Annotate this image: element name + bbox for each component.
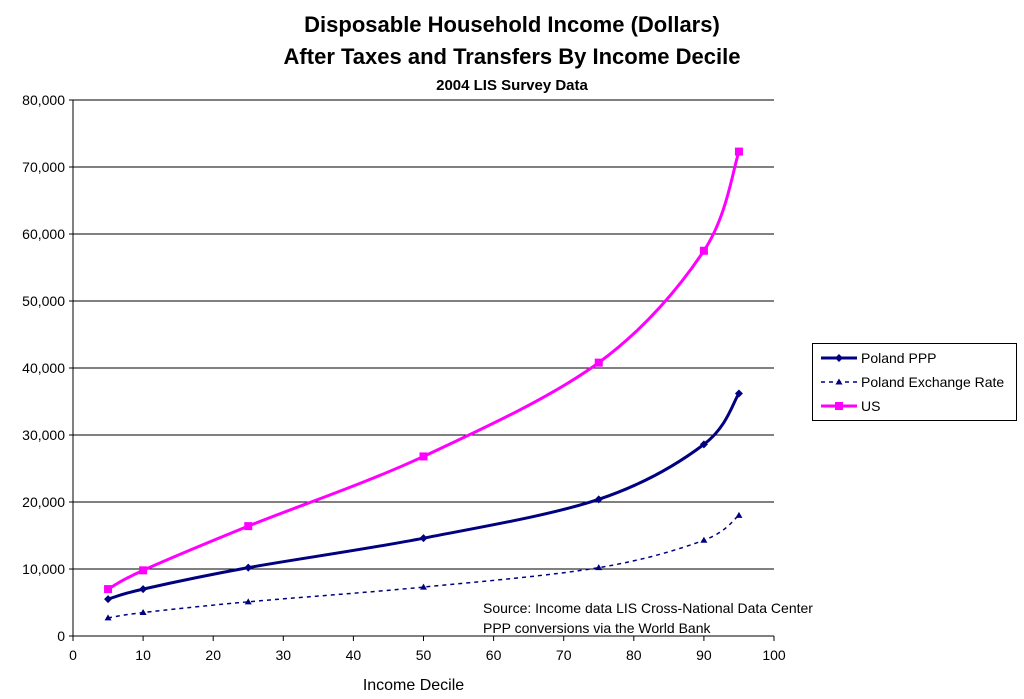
legend-marker [835,402,843,410]
data-point-poland-ppp [419,534,428,543]
x-tick-label: 20 [205,647,221,663]
legend-marker [835,378,843,385]
source-line-2: PPP conversions via the World Bank [483,620,711,636]
series-line-poland-exchange-rate [107,514,740,619]
legend-swatch [821,354,857,362]
y-tick-label: 0 [57,628,65,644]
legend: Poland PPP Poland Exchange Rate US [812,343,1017,421]
x-tick-label: 100 [762,647,786,663]
data-point-poland-exchange-rate [700,536,708,543]
legend-swatch [821,378,857,385]
y-tick-label: 60,000 [22,226,65,242]
x-axis-label: Income Decile [363,677,464,694]
data-point-poland-exchange-rate [420,583,427,590]
x-tick-label: 40 [346,647,362,663]
series-line-us [107,151,741,591]
data-point-poland-exchange-rate [735,511,743,518]
chart-title-line2: After Taxes and Transfers By Income Deci… [283,44,741,69]
data-point-poland-ppp [734,389,743,398]
data-point-us [734,147,743,156]
source-annotation: Source: Income data LIS Cross-National D… [483,598,813,638]
data-point-poland-ppp [139,585,148,594]
data-point-us [419,452,428,461]
data-point-poland-ppp [699,440,708,449]
legend-label: US [861,398,881,414]
y-tick-label: 80,000 [22,92,65,108]
source-line-1: Source: Income data LIS Cross-National D… [483,600,813,616]
data-point-us [244,522,253,531]
y-tick-label: 20,000 [22,494,65,510]
data-point-poland-ppp [244,563,253,572]
data-point-us [594,358,603,367]
legend-marker [835,354,843,362]
y-tick-label: 30,000 [22,427,65,443]
legend-label: Poland PPP [861,350,937,366]
x-tick-label: 30 [276,647,292,663]
x-tick-label: 90 [696,647,712,663]
y-tick-label: 40,000 [22,360,65,376]
chart-subtitle: 2004 LIS Survey Data [436,77,588,94]
data-point-poland-exchange-rate [104,614,112,621]
data-point-us [139,566,148,575]
legend-label: Poland Exchange Rate [861,374,1005,390]
series-poland-exchange-rate [104,511,743,621]
y-tick-label: 70,000 [22,159,65,175]
series-poland-ppp [104,389,743,604]
legend-item-us: US [813,395,1016,417]
data-point-us [104,585,113,594]
series-us [104,147,743,594]
data-point-poland-ppp [104,595,113,604]
data-point-us [699,246,708,255]
x-tick-label: 0 [69,647,77,663]
x-tick-label: 60 [486,647,502,663]
legend-swatch [821,402,857,410]
data-point-poland-exchange-rate [595,564,603,571]
legend-item-poland-ppp: Poland PPP [813,347,1016,369]
x-tick-label: 80 [626,647,642,663]
series-line-poland-ppp [107,392,741,601]
x-tick-label: 10 [135,647,151,663]
data-point-poland-exchange-rate [244,598,252,605]
chart-title: Disposable Household Income (Dollars) [304,12,720,37]
y-tick-label: 50,000 [22,293,65,309]
y-tick-label: 10,000 [22,561,65,577]
data-point-poland-ppp [594,495,603,504]
x-tick-label: 50 [416,647,432,663]
data-point-poland-exchange-rate [139,609,147,616]
x-tick-label: 70 [556,647,572,663]
legend-item-poland-exchange-rate: Poland Exchange Rate [813,371,1016,393]
